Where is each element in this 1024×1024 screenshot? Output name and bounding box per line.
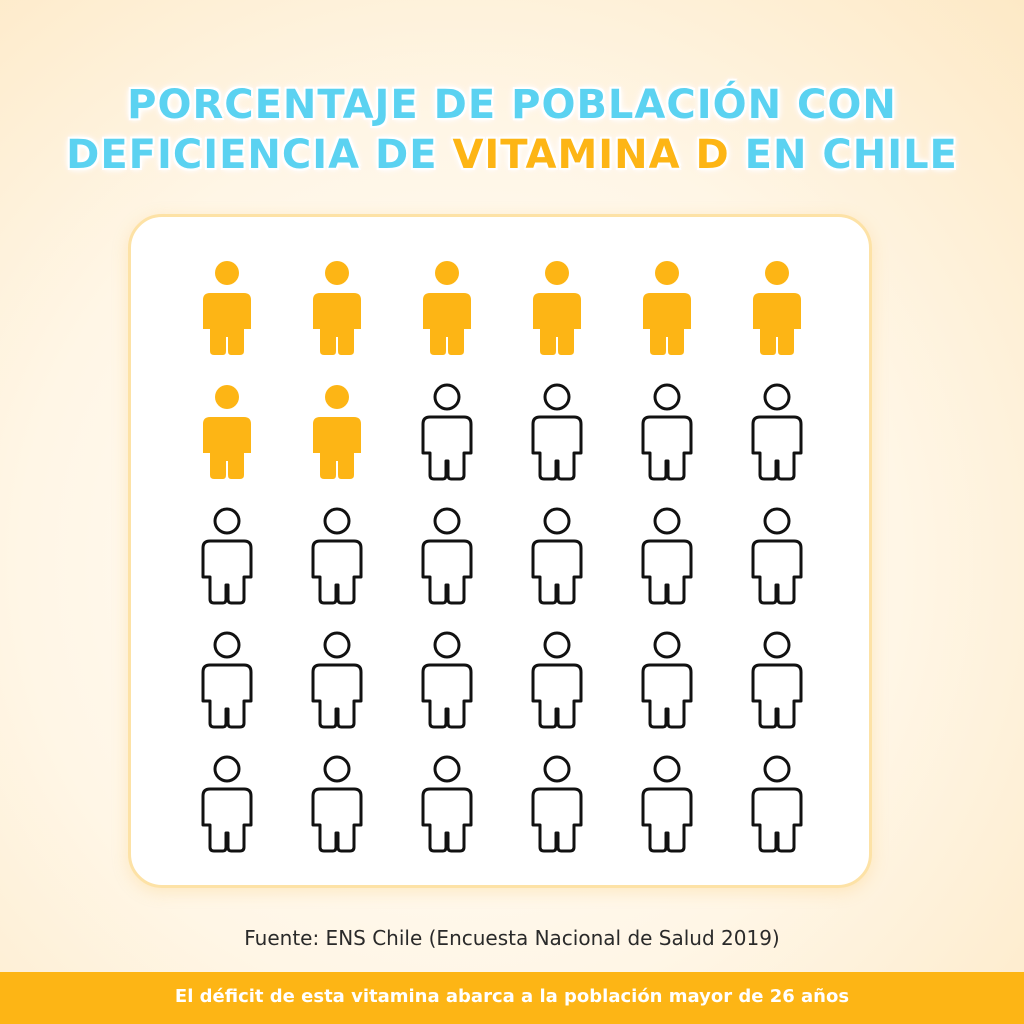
title-line-1-text: PORCENTAJE DE POBLACIÓN CON [127,82,897,128]
footer-banner: El déficit de esta vitamina abarca a la … [0,972,1024,1024]
person-icon-filled [203,261,251,355]
person-icon-filled [313,261,361,355]
person-icon-outline [751,631,803,729]
person-icon-outline [751,383,803,481]
person-icon-filled [643,261,691,355]
person-icon-outline [531,507,583,605]
person-icon-outline [641,507,693,605]
title-highlight-vitamina-d: VITAMINA D [452,132,730,178]
person-icon-outline [311,507,363,605]
chart-title-line-2: DEFICIENCIA DE VITAMINA D EN CHILE [0,130,1024,180]
person-icon-outline [311,631,363,729]
source-note: Fuente: ENS Chile (Encuesta Nacional de … [244,926,780,950]
person-icon-filled [753,261,801,355]
person-icon-outline [201,631,253,729]
person-icon-outline [531,383,583,481]
person-icon-outline [751,755,803,853]
person-icon-outline [421,631,473,729]
title-line-2-part2: EN CHILE [729,132,958,178]
chart-title-line-1: PORCENTAJE DE POBLACIÓN CON [0,80,1024,130]
person-icon-outline [421,755,473,853]
pictogram-card [128,214,872,888]
person-icon-outline [641,383,693,481]
person-icon-outline [641,755,693,853]
person-icon-outline [311,755,363,853]
person-icon-outline [201,507,253,605]
person-icon-filled [423,261,471,355]
person-icon-filled [313,385,361,479]
person-icon-filled [533,261,581,355]
pictogram-grid [201,261,803,853]
person-icon-filled [203,385,251,479]
person-icon-outline [751,507,803,605]
person-icon-outline [531,755,583,853]
person-icon-outline [641,631,693,729]
person-icon-outline [421,383,473,481]
title-line-2-part1: DEFICIENCIA DE [66,132,453,178]
footer-text: El déficit de esta vitamina abarca a la … [174,986,850,1007]
person-icon-outline [201,755,253,853]
person-icon-outline [531,631,583,729]
person-icon-outline [421,507,473,605]
